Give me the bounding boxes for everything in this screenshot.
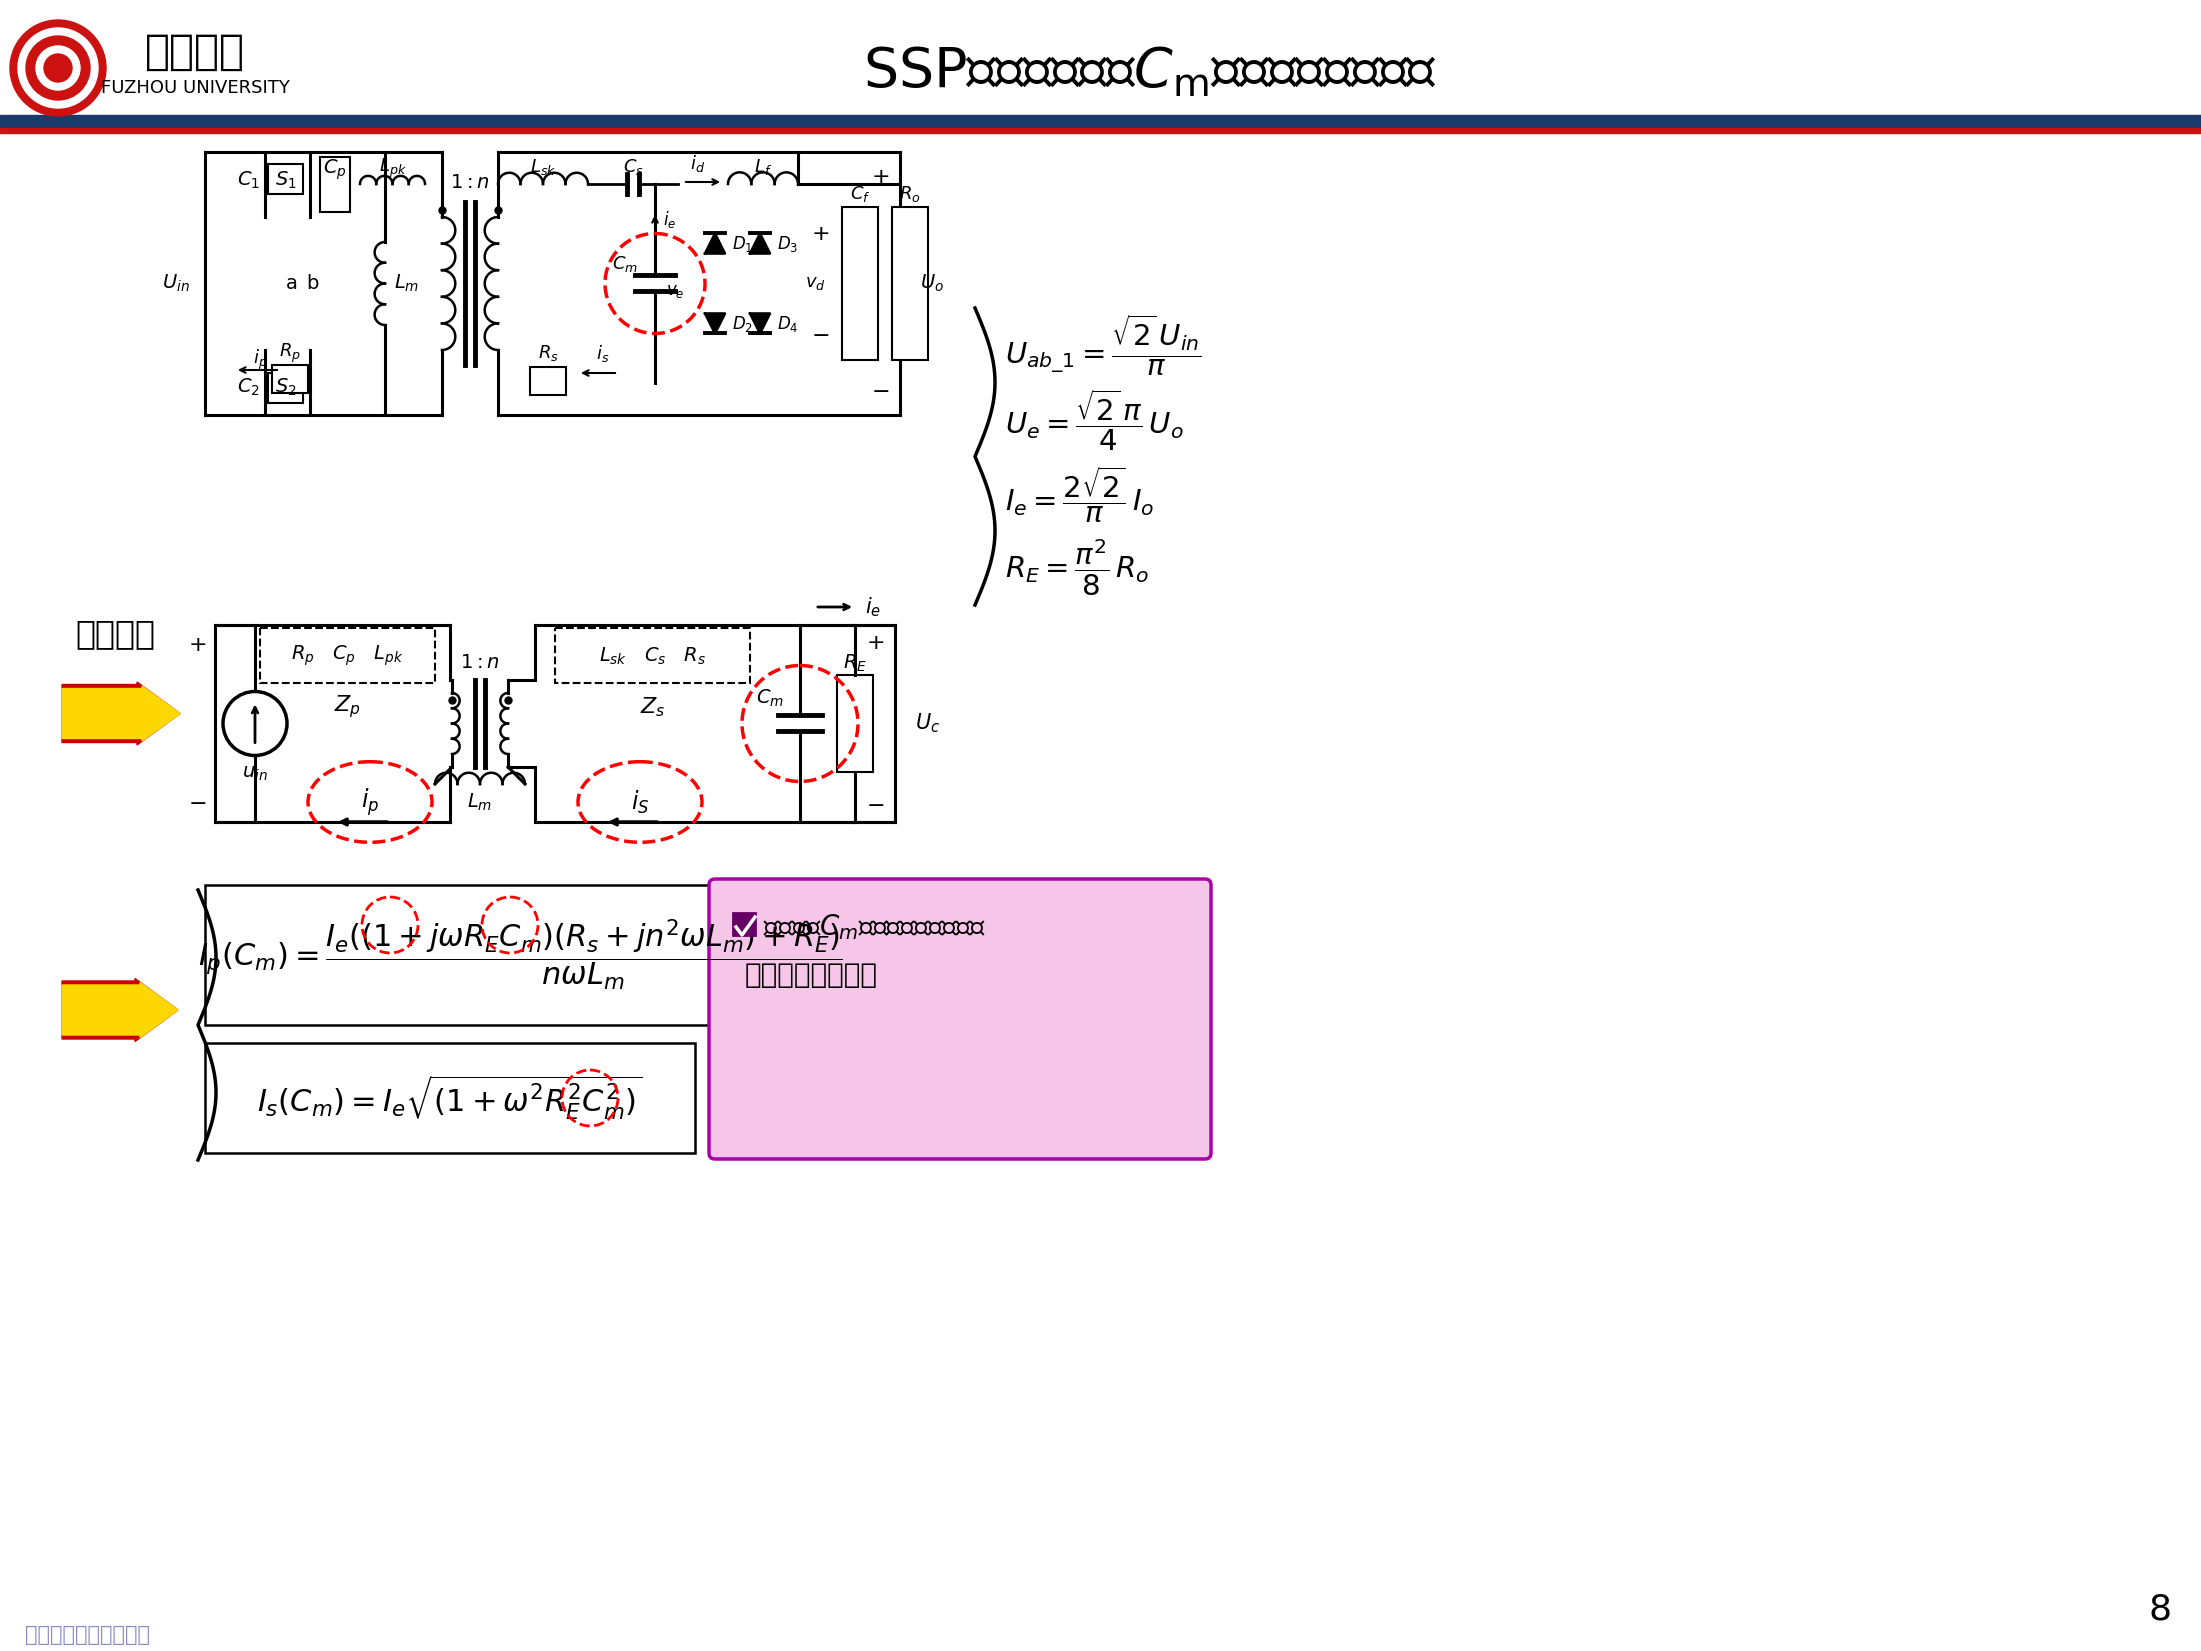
Bar [269, 163, 304, 195]
Text: $C_f$: $C_f$ [850, 183, 869, 205]
Bar [205, 1043, 696, 1152]
Text: $1:n$: $1:n$ [451, 172, 491, 192]
Bar [273, 365, 308, 393]
Text: $-$: $-$ [872, 380, 889, 400]
Text: $U_{in}$: $U_{in}$ [163, 272, 189, 294]
Text: $C_m$: $C_m$ [612, 254, 638, 274]
Text: 《电工技术学报》发布: 《电工技术学报》发布 [24, 1625, 150, 1644]
Bar [836, 675, 874, 773]
Text: 福州大学: 福州大学 [145, 31, 244, 73]
Text: $U_{ab\_1} = \dfrac{\sqrt{2}\,U_{in}}{\pi}$: $U_{ab\_1} = \dfrac{\sqrt{2}\,U_{in}}{\p… [1006, 312, 1202, 378]
Text: $i_p$: $i_p$ [361, 786, 379, 817]
Text: $U_e = \dfrac{\sqrt{2}\,\pi}{4}\,U_o$: $U_e = \dfrac{\sqrt{2}\,\pi}{4}\,U_o$ [1006, 386, 1184, 452]
Text: $L_{sk}$: $L_{sk}$ [530, 157, 557, 177]
Circle shape [26, 36, 90, 101]
Circle shape [222, 692, 286, 756]
Text: $1:n$: $1:n$ [460, 654, 500, 672]
Text: 收线圈的电流分配: 收线圈的电流分配 [744, 961, 878, 989]
Text: $D_2$: $D_2$ [733, 314, 753, 334]
FancyArrow shape [62, 982, 178, 1037]
Text: $R_p$: $R_p$ [280, 342, 302, 365]
Circle shape [11, 20, 106, 116]
Polygon shape [751, 314, 770, 334]
Bar [269, 373, 304, 403]
Text: $i_d$: $i_d$ [691, 154, 707, 175]
Text: $u_{in}$: $u_{in}$ [242, 764, 269, 783]
Text: $i_s$: $i_s$ [596, 342, 610, 363]
Text: $D_1$: $D_1$ [733, 233, 753, 254]
Polygon shape [704, 233, 724, 254]
Text: $U_c$: $U_c$ [916, 712, 940, 735]
Text: $+$: $+$ [187, 636, 207, 655]
Text: $-$: $-$ [810, 324, 830, 343]
Text: $R_o$: $R_o$ [900, 183, 920, 205]
Text: $L_{sk}$   $C_s$   $R_s$: $L_{sk}$ $C_s$ $R_s$ [599, 646, 707, 667]
Bar [260, 627, 436, 684]
Text: $C_m$: $C_m$ [755, 688, 784, 710]
Bar [205, 885, 834, 1025]
FancyArrow shape [62, 687, 180, 741]
Text: $R_p$   $C_p$   $L_{pk}$: $R_p$ $C_p$ $L_{pk}$ [291, 644, 403, 669]
Polygon shape [751, 233, 770, 254]
Text: $D_4$: $D_4$ [777, 314, 799, 334]
Bar [733, 913, 755, 934]
Text: $Z_s$: $Z_s$ [640, 695, 665, 718]
Text: $U_o$: $U_o$ [920, 272, 944, 294]
Text: $L_{pk}$: $L_{pk}$ [379, 157, 407, 180]
Bar [555, 627, 751, 684]
Text: $+$: $+$ [810, 223, 830, 243]
Text: $i_S$: $i_S$ [632, 789, 649, 816]
Circle shape [18, 28, 99, 107]
Text: $R_E$: $R_E$ [843, 652, 867, 674]
Text: $S_2$: $S_2$ [275, 376, 297, 398]
Text: $I_s(C_m) = I_e\sqrt{(1+\omega^2 R_E^2 C_m^2)}$: $I_s(C_m) = I_e\sqrt{(1+\omega^2 R_E^2 C… [258, 1073, 643, 1123]
Text: b: b [306, 274, 319, 292]
Text: $C_p$: $C_p$ [324, 158, 348, 182]
Text: SSP谐振补偿电容$C_{\rm m}$对线圈电流的影响: SSP谐振补偿电容$C_{\rm m}$对线圈电流的影响 [863, 45, 1437, 99]
Text: $i_p$: $i_p$ [253, 348, 266, 371]
Text: $L_m$: $L_m$ [467, 791, 493, 812]
Circle shape [44, 54, 73, 83]
Text: $R_E = \dfrac{\pi^2}{8}\,R_o$: $R_E = \dfrac{\pi^2}{8}\,R_o$ [1006, 538, 1149, 598]
Text: $C_2$: $C_2$ [236, 376, 260, 398]
Text: 基波等效: 基波等效 [75, 617, 154, 650]
Text: $+$: $+$ [865, 632, 885, 654]
Text: $I_p(C_m) = \dfrac{I_e((1+j\omega R_E C_m)(R_s + jn^2\omega L_m) + R_E)}{n\omega: $I_p(C_m) = \dfrac{I_e((1+j\omega R_E C_… [198, 918, 843, 992]
FancyArrow shape [62, 979, 178, 1042]
Text: $-$: $-$ [865, 794, 885, 814]
Text: $S_1$: $S_1$ [275, 170, 297, 190]
Text: $C_1$: $C_1$ [236, 170, 260, 190]
Text: a: a [286, 274, 297, 292]
Text: $R_s$: $R_s$ [537, 343, 559, 363]
Text: 8: 8 [2148, 1593, 2172, 1626]
Bar [530, 367, 566, 395]
Text: $i_e$: $i_e$ [663, 210, 676, 231]
Text: $C_s$: $C_s$ [623, 157, 643, 177]
Text: $v_e$: $v_e$ [665, 282, 685, 300]
Text: $I_e = \dfrac{2\sqrt{2}}{\pi}\,I_o$: $I_e = \dfrac{2\sqrt{2}}{\pi}\,I_o$ [1006, 464, 1156, 525]
Text: $Z_p$: $Z_p$ [335, 693, 361, 720]
Text: 补偿电容$C_m$会影响发射线圈与接: 补偿电容$C_m$会影响发射线圈与接 [764, 911, 986, 943]
Text: $D_3$: $D_3$ [777, 233, 799, 254]
Text: $L_m$: $L_m$ [394, 272, 420, 294]
Bar [319, 157, 350, 211]
FancyBboxPatch shape [709, 878, 1211, 1159]
Text: FUZHOU UNIVERSITY: FUZHOU UNIVERSITY [101, 79, 291, 97]
Bar [0, 116, 2201, 129]
Text: $-$: $-$ [187, 792, 207, 812]
Bar [0, 129, 2201, 134]
Text: $+$: $+$ [872, 167, 889, 187]
Text: $v_d$: $v_d$ [806, 274, 825, 292]
Bar [843, 206, 878, 360]
Text: $i_e$: $i_e$ [865, 596, 880, 619]
Polygon shape [704, 314, 724, 334]
Circle shape [35, 46, 79, 91]
Bar [891, 206, 929, 360]
Text: $L_f$: $L_f$ [755, 157, 773, 177]
FancyArrow shape [62, 682, 180, 745]
